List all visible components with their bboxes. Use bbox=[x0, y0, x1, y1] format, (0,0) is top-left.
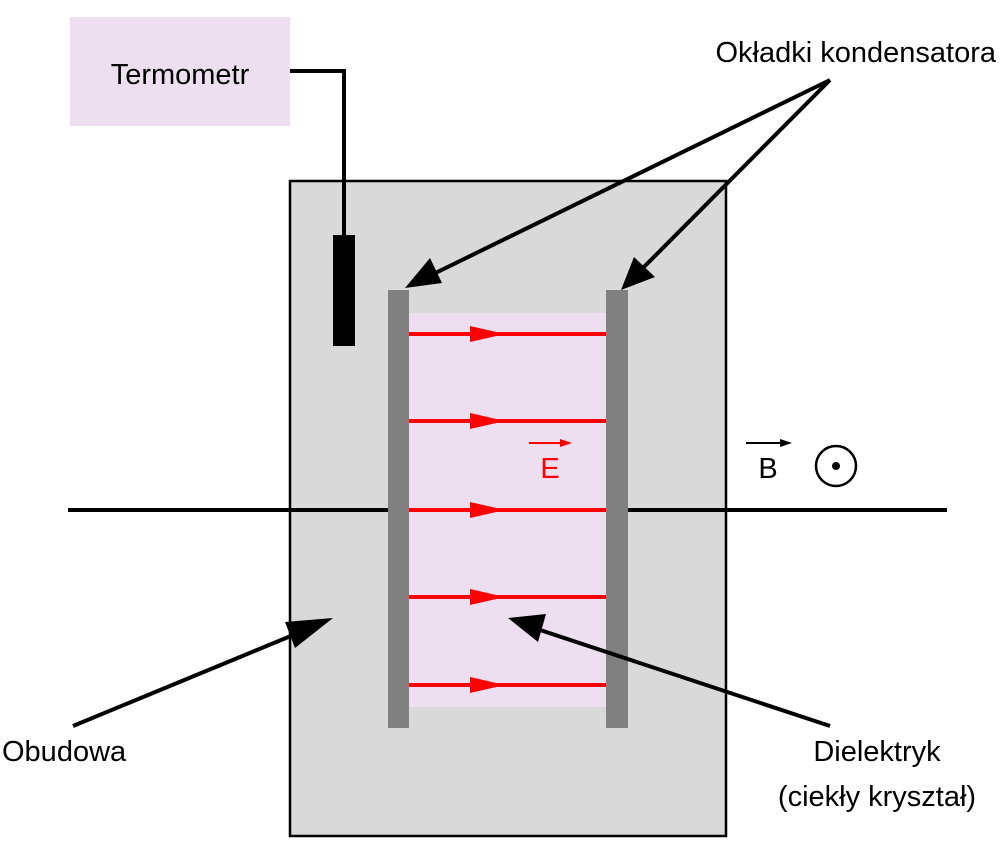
thermometer-wire bbox=[290, 69, 346, 236]
dielectric-arrowhead bbox=[508, 614, 546, 642]
housing-arrowhead bbox=[285, 618, 333, 648]
field-arrowhead bbox=[470, 677, 505, 693]
capacitor-plate-left bbox=[388, 290, 409, 728]
housing-arrow bbox=[72, 624, 316, 728]
dot-in-circle-out-of-page-icon bbox=[814, 444, 858, 488]
thermometer-probe bbox=[333, 235, 355, 346]
e-vector-head bbox=[560, 439, 572, 447]
plates-arrow-left bbox=[414, 78, 831, 285]
field-e-label: E bbox=[540, 453, 559, 485]
housing-label: Obudowa bbox=[2, 736, 127, 768]
dielectric-label-line1: Dielektryk bbox=[813, 736, 941, 768]
dielectric-arrow bbox=[527, 624, 831, 728]
field-lines bbox=[409, 326, 606, 693]
plates-arrowhead-left bbox=[405, 258, 442, 288]
field-arrowhead bbox=[470, 326, 505, 342]
field-arrowhead bbox=[470, 413, 505, 429]
plates-arrow-right bbox=[628, 78, 832, 283]
capacitor-plate-right bbox=[606, 290, 628, 728]
b-vector-head bbox=[780, 439, 792, 447]
field-arrowhead bbox=[470, 589, 505, 605]
plates-arrowhead-right bbox=[621, 257, 655, 290]
thermometer-box bbox=[70, 17, 290, 126]
field-arrowhead bbox=[470, 502, 505, 518]
dielectric-label-line2: (ciekły kryształ) bbox=[778, 781, 976, 813]
plates-label: Okładki kondensatora bbox=[716, 37, 997, 69]
thermometer-label: Termometr bbox=[111, 59, 250, 91]
field-b-label: B bbox=[758, 453, 777, 485]
